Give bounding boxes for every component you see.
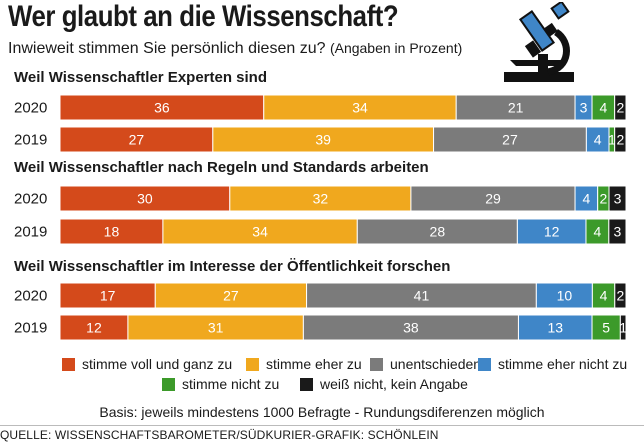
legend-swatch — [62, 357, 75, 371]
data-label: 27 — [223, 288, 239, 304]
legend-label: unentschieden — [390, 356, 482, 372]
data-label: 4 — [594, 132, 602, 148]
legend-swatch — [478, 357, 491, 371]
data-label: 30 — [137, 191, 153, 207]
data-label: 3 — [614, 191, 622, 207]
bar-segment — [212, 126, 435, 153]
subtitle-main: Inwieweit stimmen Sie persönlich diesen … — [8, 40, 326, 57]
bar-segment — [59, 218, 164, 245]
data-label: 17 — [100, 288, 116, 304]
bar-segment — [455, 94, 576, 121]
bar-segment — [302, 314, 519, 341]
data-label: 18 — [104, 224, 120, 240]
legend-label: stimme eher nicht zu — [498, 356, 628, 372]
chart-subtitle: Inwieweit stimmen Sie persönlich diesen … — [8, 40, 462, 58]
data-label: 3 — [580, 100, 588, 116]
bar-segment — [619, 314, 627, 341]
bar-segment — [59, 94, 265, 121]
bar-segment — [59, 282, 156, 309]
bar-segment — [614, 94, 627, 121]
legend-item: stimme voll und ganz zu — [62, 356, 232, 372]
legend-swatch — [370, 357, 383, 371]
data-label: 27 — [502, 132, 518, 148]
legend-label: stimme voll und ganz zu — [82, 356, 233, 372]
data-label: 28 — [430, 224, 446, 240]
data-label: 2 — [616, 100, 624, 116]
legend-swatch — [300, 377, 313, 391]
legend-item: stimme eher zu — [246, 356, 362, 372]
year-label: 2020 — [14, 191, 47, 208]
chart-title: Wer glaubt an die Wissenschaft? — [8, 0, 399, 33]
legend-swatch — [246, 357, 259, 371]
data-label: 41 — [414, 288, 430, 304]
bar-segment — [59, 126, 214, 153]
legend-swatch — [162, 377, 175, 391]
bar-segment — [614, 282, 627, 309]
bar-segment — [59, 185, 231, 212]
data-label: 27 — [129, 132, 145, 148]
year-label: 2019 — [14, 132, 47, 149]
divider — [0, 425, 644, 426]
year-label: 2020 — [14, 100, 47, 117]
data-label: 29 — [485, 191, 501, 207]
bar-segment — [535, 282, 593, 309]
data-label: 5 — [602, 320, 610, 336]
data-label: 2 — [616, 132, 624, 148]
data-label: 39 — [315, 132, 331, 148]
data-label: 2 — [599, 191, 607, 207]
bar-segment — [433, 126, 587, 153]
data-label: 10 — [557, 288, 573, 304]
source-credit: QUELLE: WISSENSCHAFTSBAROMETER/SÜDKURIER… — [0, 428, 439, 442]
bar-segment — [517, 314, 593, 341]
legend-item: stimme nicht zu — [162, 376, 279, 392]
data-label: 4 — [599, 100, 607, 116]
data-label: 13 — [547, 320, 563, 336]
bar-segment — [127, 314, 304, 341]
year-label: 2020 — [14, 288, 47, 305]
group-label: Weil Wissenschaftler nach Regeln und Sta… — [14, 159, 429, 176]
bar-segment — [516, 218, 587, 245]
data-label: 4 — [582, 191, 590, 207]
data-label: 2 — [616, 288, 624, 304]
data-label: 36 — [154, 100, 170, 116]
legend-item: weiß nicht, kein Angabe — [300, 376, 468, 392]
bar-segment — [608, 218, 627, 245]
bar-segment — [356, 218, 518, 245]
legend-item: unentschieden — [370, 356, 481, 372]
stacked-bar-chart: Weil Wissenschaftler Experten sind 2020 36… — [14, 69, 627, 341]
data-label: 1 — [619, 320, 627, 336]
group-label: Weil Wissenschaftler Experten sind — [14, 69, 267, 86]
data-label: 4 — [594, 224, 602, 240]
bar-segment — [154, 282, 308, 309]
data-label: 34 — [352, 100, 368, 116]
legend-label: stimme eher zu — [266, 356, 362, 372]
bar-segment — [410, 185, 576, 212]
data-label: 4 — [600, 288, 608, 304]
bar-segment — [614, 126, 627, 153]
data-label: 38 — [403, 320, 419, 336]
data-label: 32 — [313, 191, 329, 207]
data-label: 34 — [252, 224, 268, 240]
bar-segment — [229, 185, 412, 212]
bar-segment — [162, 218, 358, 245]
subtitle-note: (Angaben in Prozent) — [329, 40, 463, 56]
legend-label: stimme nicht zu — [182, 376, 280, 392]
group-label: Weil Wissenschaftler im Interesse der Öf… — [14, 258, 450, 275]
data-label: 31 — [208, 320, 224, 336]
bar-segment — [591, 314, 621, 341]
bar-segment — [608, 185, 627, 212]
data-label: 12 — [544, 224, 560, 240]
footnote: Basis: jeweils mindestens 1000 Befragte … — [99, 404, 545, 420]
data-label: 12 — [86, 320, 102, 336]
microscope-icon — [504, 2, 574, 82]
year-label: 2019 — [14, 320, 47, 337]
legend-item: stimme eher nicht zu — [478, 356, 627, 372]
data-label: 3 — [614, 224, 622, 240]
data-label: 1 — [608, 132, 616, 148]
legend-label: weiß nicht, kein Angabe — [320, 376, 468, 392]
data-label: 21 — [508, 100, 524, 116]
year-label: 2019 — [14, 224, 47, 241]
